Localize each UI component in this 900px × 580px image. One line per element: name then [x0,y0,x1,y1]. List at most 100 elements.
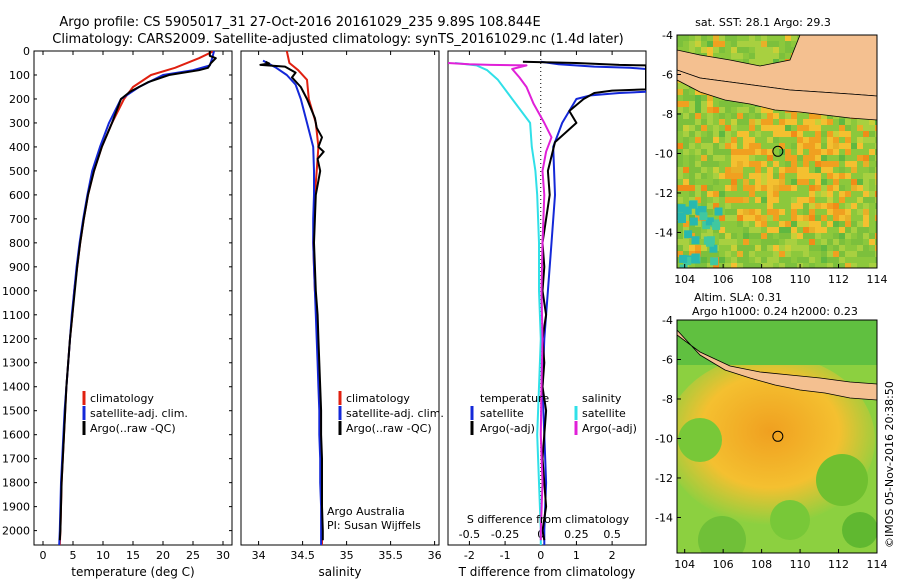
sst-cell [719,239,725,245]
sst-cell [689,197,695,203]
sst-cell [773,41,779,47]
sst-cell [725,137,731,143]
sst-cell [731,257,737,263]
x-tick-label: 5 [70,549,77,562]
sst-cell [689,167,695,173]
sst-cell [719,191,725,197]
sst-cell [833,185,839,191]
sst-cell [779,143,785,149]
sst-cell [767,197,773,203]
sst-cell [845,215,851,221]
sst-cell [815,173,821,179]
sst-cell [767,119,773,125]
sst-cell [851,161,857,167]
sst-cell [749,155,755,161]
sst-cell [689,161,695,167]
sst-cell [677,197,683,203]
sla-low-3 [770,500,810,540]
sst-cell [737,221,743,227]
sst-cell [743,209,749,215]
sst-cell [725,167,731,173]
sst-cell [677,113,683,119]
sst-cell [791,179,797,185]
sst-cell [731,161,737,167]
map-x-tick-label: 114 [867,558,888,571]
sst-cell [731,215,737,221]
legend-label-clim: climatology [346,392,410,405]
map-x-tick-label: 110 [790,558,811,571]
sst-cell [731,101,737,107]
sst-cell [713,47,719,53]
sst-cell [863,173,869,179]
sst-cell [743,143,749,149]
sst-cell [701,107,707,113]
sst-cell [869,233,875,239]
map-x-tick-label: 106 [713,558,734,571]
sst-cell [731,137,737,143]
sst-cell [755,263,761,268]
sst-cell [767,113,773,119]
sst-cell [875,119,877,125]
legend-temperature-title: temperature [480,392,549,405]
sst-cell [749,245,755,251]
sst-cell [767,149,773,155]
sst-cell [683,143,689,149]
sst-cell [815,185,821,191]
sst-cell [689,143,695,149]
sst-cell [833,263,839,268]
sst-cell [761,41,767,47]
sst-cell [785,119,791,125]
sst-cell [743,185,749,191]
sst-cell [845,233,851,239]
sst-cell [779,221,785,227]
sst-cell [827,203,833,209]
sst-cell [773,125,779,131]
sst-cell [869,197,875,203]
sst-cell [827,143,833,149]
sst-cell [677,107,683,113]
sst-cell [761,239,767,245]
sst-cell [833,131,839,137]
sst-cell [707,119,713,125]
temperature-panel: 0100200300400500600700800900100011001200… [2,45,646,579]
sst-cell [797,143,803,149]
sst-cell [683,257,692,266]
sst-cell [791,161,797,167]
sst-cell [713,179,719,185]
sst-cell [719,227,725,233]
sst-cell [875,245,877,251]
sst-cell [809,221,815,227]
sst-cell [737,155,743,161]
sst-cell [701,173,707,179]
sst-cell [683,125,689,131]
sst-cell [701,155,707,161]
sst-cell [791,185,797,191]
sst-cell [677,215,686,224]
sst-cell [731,173,737,179]
sst-cell [713,149,719,155]
sst-cell [827,257,833,263]
sst-cell [767,41,773,47]
sst-cell [743,41,749,47]
sst-map: sat. SST: 28.1 Argo: 29.3 104 106 108 110 11… [655,16,887,286]
sst-cell [731,35,737,41]
temperature-legend: climatology satellite-adj. clim. Argo(..… [82,391,188,435]
sst-cell [845,191,851,197]
sst-cell [707,227,713,233]
sst-cell [875,185,877,191]
sst-cell [845,149,851,155]
sst-cell [761,149,767,155]
sst-cell [827,263,833,268]
sst-cell [707,263,713,268]
sst-cell [821,257,827,263]
x-tick-label: 0 [40,549,47,562]
sst-cell [713,167,719,173]
sst-cell [791,143,797,149]
depth-tick-label: 800 [9,237,30,250]
sst-cell [809,125,815,131]
sst-cell [695,95,701,101]
sst-cell [767,185,773,191]
sst-cell [701,35,707,41]
sst-cell [707,191,713,197]
sst-cell [863,251,869,257]
